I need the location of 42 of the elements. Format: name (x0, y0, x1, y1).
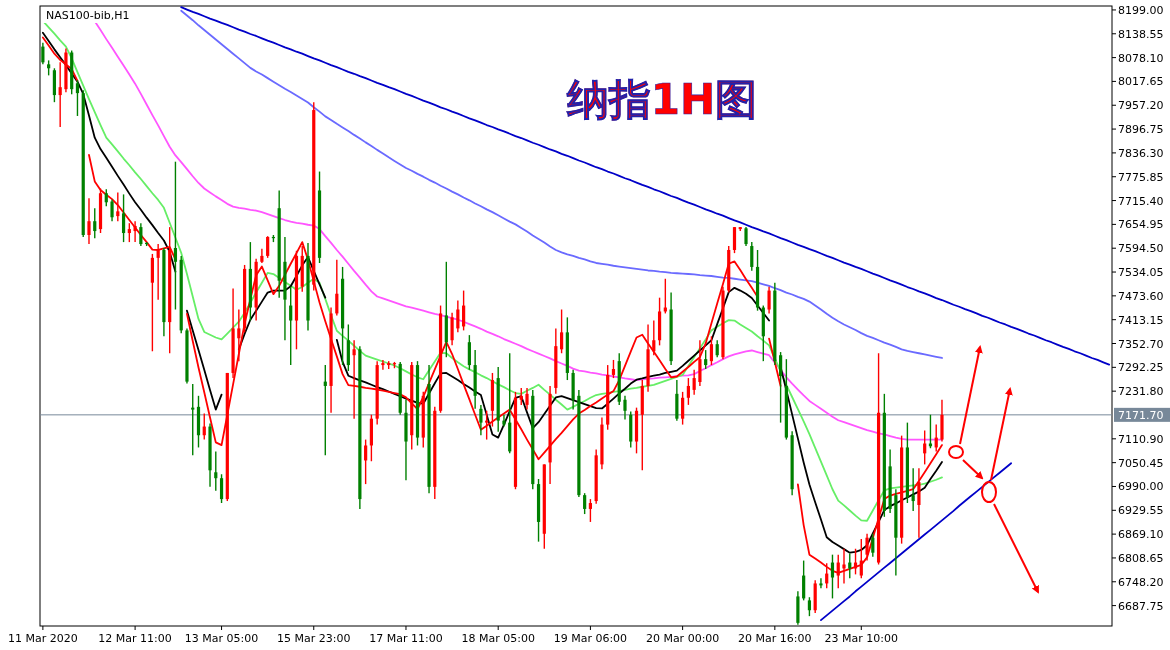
x-tick-label: 12 Mar 11:00 (98, 632, 172, 645)
y-tick-label: 7473.60 (1118, 289, 1164, 303)
y-tick-label: 6929.55 (1118, 504, 1164, 518)
x-tick-label: 13 Mar 05:00 (184, 632, 259, 645)
y-tick-label: 7292.25 (1118, 361, 1164, 375)
x-tick-label: 18 Mar 05:00 (461, 632, 535, 645)
y-tick-label: 7715.40 (1118, 194, 1164, 208)
y-tick-label: 6869.10 (1118, 528, 1164, 542)
y-tick-label: 7050.45 (1118, 456, 1164, 470)
y-tick-label: 7110.90 (1118, 432, 1164, 446)
ref-line-label: 7171.70 (1118, 408, 1164, 422)
line-series (180, 6, 1111, 366)
y-tick-label: 8199.00 (1118, 3, 1164, 17)
text: 纳指1H图 (565, 75, 758, 124)
y-tick-label: 6990.00 (1118, 480, 1164, 494)
x-tick-label: 15 Mar 23:00 (277, 632, 351, 645)
y-tick-label: 7957.20 (1118, 99, 1164, 113)
y-tick-label: 6687.75 (1118, 599, 1164, 613)
x-tick-label: 17 Mar 11:00 (369, 632, 443, 645)
y-tick-label: 7836.30 (1118, 146, 1164, 160)
x-tick-label: 23 Mar 10:00 (824, 632, 899, 645)
y-tick-label: 7534.05 (1118, 266, 1164, 280)
y-tick-label: 6748.20 (1118, 575, 1164, 589)
y-tick-label: 8017.65 (1118, 75, 1164, 89)
line-series (180, 9, 943, 359)
y-tick-label: 7775.85 (1118, 170, 1164, 184)
chart-subtitle: NAS100-bib,H1 (46, 9, 130, 22)
y-tick-label: 7896.75 (1118, 123, 1164, 137)
x-tick-label: 20 Mar 00:00 (645, 632, 720, 645)
ref-label: 7171.70 (1114, 407, 1170, 422)
y-tick-label: 8138.55 (1118, 27, 1164, 41)
y-tick-label: 7594.50 (1118, 242, 1164, 256)
x-tick-label: 11 Mar 2020 (8, 632, 78, 645)
y-tick-label: 7352.70 (1118, 337, 1164, 351)
line-series (820, 462, 1013, 621)
y-tick-label: 7413.15 (1118, 313, 1164, 327)
y-tick-label: 8078.10 (1118, 51, 1164, 65)
y-tick-label: 6808.65 (1118, 551, 1164, 565)
y-tick-label: 7231.80 (1118, 385, 1164, 399)
x-tick-label: 19 Mar 06:00 (553, 632, 628, 645)
x-tick-label: 20 Mar 16:00 (738, 632, 812, 645)
y-tick-label: 7654.95 (1118, 218, 1164, 232)
